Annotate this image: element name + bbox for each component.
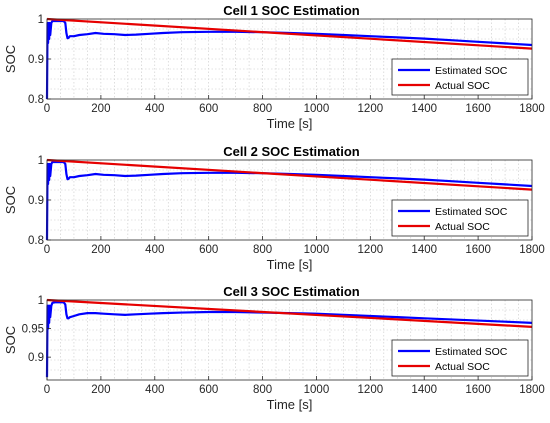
x-tick-label: 1000 [304,244,330,256]
estimated-soc-line [45,301,533,378]
x-tick-label: 1800 [519,384,545,396]
plot-frame [46,299,533,381]
actual-soc-line [46,17,533,50]
y-tick-label: 0.9 [28,54,44,66]
chart-title: Cell 3 SOC Estimation [223,284,360,299]
x-tick-label: 600 [199,384,218,396]
x-tick-label: 400 [145,103,164,115]
x-axis-label: Time [s] [267,397,313,412]
legend: Estimated SOC Actual SOC [391,339,529,377]
x-tick-label: 600 [199,103,218,115]
chart-panel-3: 0 200 400 600 800 1000 1200 1400 1600 1800 0.9 0.95… [3,284,545,412]
legend-label: Estimated SOC [435,206,508,218]
y-tick-label: 0.8 [28,235,44,247]
x-tick-label: 800 [253,384,272,396]
legend-box [391,58,529,96]
y-tick-label: 0.9 [28,195,44,207]
x-tick-label: 400 [145,244,164,256]
x-tick-label: 1400 [411,244,437,256]
y-tick-label: 1 [38,14,44,26]
x-tick-label: 200 [91,384,110,396]
x-tick-label: 1200 [358,244,384,256]
legend-box [391,339,529,377]
actual-soc-line [46,158,533,191]
chart-title: Cell 1 SOC Estimation [223,3,360,18]
legend-label: Estimated SOC [435,346,508,358]
y-axis-label: SOC [3,45,18,73]
y-tick-label: 1 [38,155,44,167]
x-tick-label: 0 [44,384,50,396]
x-tick-label: 1000 [304,103,330,115]
y-axis-label: SOC [3,186,18,214]
x-tick-label: 200 [91,103,110,115]
x-tick-label: 1600 [465,103,491,115]
chart-title: Cell 2 SOC Estimation [223,144,360,159]
chart-panel-1: 0 200 400 600 800 1000 1200 1400 1600 1800 0.8 0.9 1… [3,3,545,131]
x-tick-label: 0 [44,244,50,256]
x-tick-label: 800 [253,103,272,115]
y-tick-label: 0.95 [22,324,44,336]
legend: Estimated SOC Actual SOC [391,199,529,237]
actual-soc-line [46,298,533,328]
x-tick-label: 1200 [358,384,384,396]
y-axis-label: SOC [3,326,18,354]
estimated-soc-line [45,160,533,241]
y-tick-label: 0.9 [28,352,44,364]
x-tick-label: 1800 [519,244,545,256]
x-tick-label: 1600 [465,244,491,256]
chart-panel-2: 0 200 400 600 800 1000 1200 1400 1600 1800 0.8 0.9 1… [3,144,545,272]
x-axis-label: Time [s] [267,116,313,131]
x-tick-label: 800 [253,244,272,256]
x-tick-label: 1600 [465,384,491,396]
legend: Estimated SOC Actual SOC [391,58,529,96]
legend-label: Actual SOC [435,80,490,92]
x-axis-label: Time [s] [267,257,313,272]
legend-label: Estimated SOC [435,65,508,77]
x-tick-label: 0 [44,103,50,115]
x-tick-label: 600 [199,244,218,256]
legend-label: Actual SOC [435,361,490,373]
y-tick-label: 1 [38,295,44,307]
legend-box [391,199,529,237]
x-tick-label: 1000 [304,384,330,396]
legend-label: Actual SOC [435,221,490,233]
x-tick-label: 1800 [519,103,545,115]
x-tick-label: 1400 [411,384,437,396]
x-tick-label: 1400 [411,103,437,115]
estimated-soc-line [45,19,533,100]
x-tick-label: 1200 [358,103,384,115]
y-tick-label: 0.8 [28,94,44,106]
x-tick-label: 200 [91,244,110,256]
x-tick-label: 400 [145,384,164,396]
